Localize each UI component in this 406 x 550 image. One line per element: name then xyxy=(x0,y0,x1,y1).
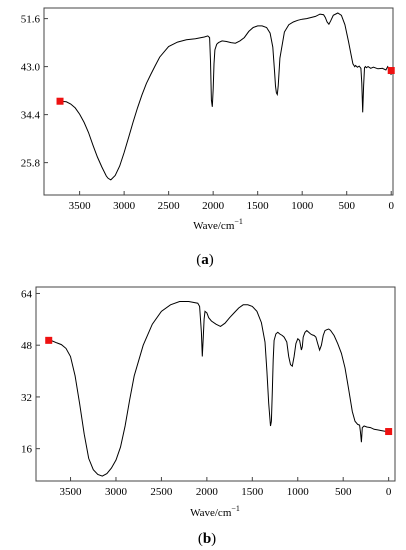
chart-a-y-tick-label-2: 43.0 xyxy=(21,62,41,74)
chart-a-x-axis: 3500 3000 2500 2000 1500 1000 500 0 xyxy=(69,191,394,212)
chart-a-x-tick-label-1: 3000 xyxy=(113,200,136,212)
chart-a-marker-1 xyxy=(387,67,395,75)
chart-a-x-tick-label-7: 0 xyxy=(388,200,394,212)
chart-b-x-tick-label-0: 3500 xyxy=(60,486,83,498)
chart-a-x-tick-label-3: 2000 xyxy=(202,200,225,212)
chart-a-y-tick-label-1: 34.4 xyxy=(21,110,41,122)
chart-a-y-tick-label-3: 51.6 xyxy=(21,14,41,26)
chart-b: 16 32 48 64 3500 3000 2500 2000 1500 1000 500 0 Wa… xyxy=(21,286,396,547)
chart-a-x-tick-label-5: 1000 xyxy=(291,200,314,212)
chart-b-x-tick-label-5: 1000 xyxy=(287,486,310,498)
chart-b-series-line xyxy=(48,301,389,477)
chart-a: 25.8 34.4 43.0 51.6 3500 3000 2500 2000 1500 100… xyxy=(21,7,395,268)
chart-b-x-axis-label: Wave/cm−1 xyxy=(190,504,240,519)
chart-b-x-tick-label-2: 2500 xyxy=(150,486,173,498)
chart-b-y-tick-label-3: 64 xyxy=(21,288,33,300)
chart-a-y-axis: 25.8 34.4 43.0 51.6 xyxy=(21,14,48,170)
chart-b-x-axis: 3500 3000 2500 2000 1500 1000 500 0 xyxy=(60,477,392,498)
chart-a-x-axis-label: Wave/cm−1 xyxy=(193,217,243,232)
chart-b-plot-frame xyxy=(35,286,396,482)
chart-a-x-tick-label-2: 2500 xyxy=(158,200,181,212)
chart-b-x-tick-label-4: 1500 xyxy=(241,486,264,498)
chart-b-caption: (b) xyxy=(198,531,216,547)
chart-a-marker-0 xyxy=(56,97,64,105)
chart-a-plot-frame xyxy=(43,7,394,196)
chart-a-series-line xyxy=(59,12,392,181)
chart-b-y-axis: 16 32 48 64 xyxy=(21,288,40,456)
chart-b-x-tick-label-3: 2000 xyxy=(196,486,219,498)
chart-a-x-tick-label-6: 500 xyxy=(338,200,355,212)
chart-b-y-tick-label-0: 16 xyxy=(21,444,33,456)
chart-b-marker-1 xyxy=(385,428,393,436)
chart-b-x-tick-label-7: 0 xyxy=(386,486,392,498)
chart-b-x-tick-label-6: 500 xyxy=(335,486,352,498)
chart-a-x-tick-label-4: 1500 xyxy=(247,200,270,212)
chart-a-y-tick-label-0: 25.8 xyxy=(21,158,41,170)
chart-b-markers xyxy=(45,336,393,436)
chart-b-x-tick-label-1: 3000 xyxy=(105,486,128,498)
chart-a-markers xyxy=(56,67,395,105)
chart-b-marker-0 xyxy=(45,336,53,344)
chart-b-y-tick-label-1: 32 xyxy=(21,392,32,404)
chart-a-caption: (a) xyxy=(196,252,214,268)
chart-a-x-tick-label-0: 3500 xyxy=(69,200,92,212)
chart-b-y-tick-label-2: 48 xyxy=(21,340,33,352)
